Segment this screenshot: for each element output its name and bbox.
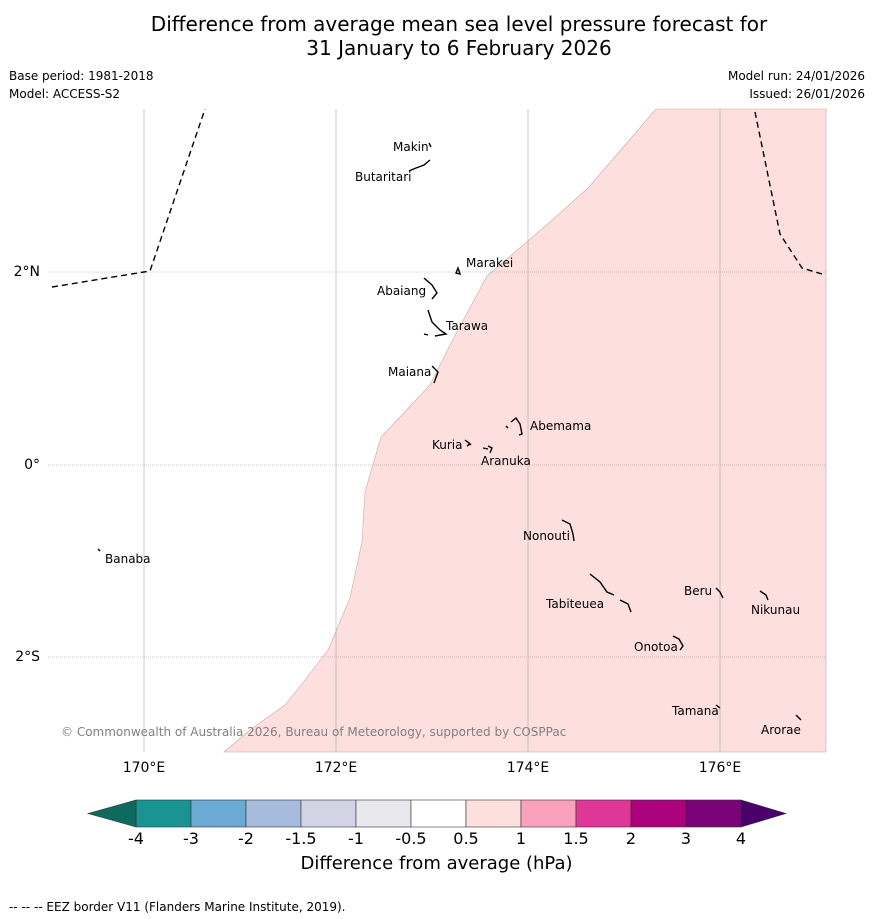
colorbar-label: Difference from average (hPa) (300, 853, 573, 874)
label-tamana: Tamana (671, 704, 719, 718)
colorbar-tick-label: 2 (625, 829, 637, 848)
colorbar (86, 799, 788, 828)
makin-outline (428, 142, 432, 148)
chart-title: Difference from average mean sea level p… (0, 12, 873, 60)
colorbar-bin-2 (190, 799, 247, 828)
colorbar-extend-high (740, 799, 788, 828)
label-abemama: Abemama (530, 419, 591, 433)
lat-label-2s: 2°S (15, 649, 40, 665)
colorbar-bin-11 (685, 799, 742, 828)
nonouti-outline (561, 519, 575, 542)
eez-border-east (754, 111, 823, 275)
tamana-outline (715, 704, 721, 709)
banaba-outline (97, 548, 101, 552)
marakei-outline (455, 265, 462, 275)
colorbar-tick-label: 3 (680, 829, 692, 848)
anomaly-region (223, 108, 827, 753)
colorbar-tick-label: 1 (515, 829, 527, 848)
base-period: Base period: 1981-2018 (9, 69, 154, 83)
label-arorae: Arorae (761, 723, 801, 737)
colorbar-bin-9 (575, 799, 632, 828)
lon-label-174e: 174°E (506, 760, 550, 776)
aranuka-outline (482, 445, 493, 454)
model-run: Model run: 24/01/2026 (727, 69, 865, 83)
colorbar-extend-low (86, 799, 137, 828)
colorbar-tick-label: -4 (128, 829, 144, 848)
model-name: Model: ACCESS-S2 (9, 87, 121, 101)
colorbar-bin-3 (245, 799, 302, 828)
lon-label-172e: 172°E (314, 760, 358, 776)
colorbar-bin-8 (520, 799, 577, 828)
lon-label-170e: 170°E (122, 760, 166, 776)
label-kuria: Kuria (432, 438, 463, 452)
label-beru: Beru (684, 584, 712, 598)
island-labels: Makin Butaritari Marakei Abaiang Tarawa … (105, 140, 801, 737)
label-marakei: Marakei (466, 256, 513, 270)
colorbar-tick-label: 4 (735, 829, 747, 848)
colorbar-tick-label: -1 (348, 829, 364, 848)
copyright-notice: © Commonwealth of Australia 2026, Bureau… (61, 725, 566, 739)
colorbar-bin-1 (135, 799, 192, 828)
colorbar-bin-6 (410, 799, 467, 828)
colorbar-tick-label: 0.5 (453, 829, 479, 848)
island-outlines (97, 142, 802, 721)
gridlines (48, 109, 826, 752)
label-nonouti: Nonouti (523, 529, 570, 543)
kuria-outline (464, 439, 472, 447)
colorbar-tick-label: -2 (238, 829, 254, 848)
label-tarawa: Tarawa (445, 319, 488, 333)
title-line-1: Difference from average mean sea level p… (150, 12, 768, 36)
beru-outline (715, 587, 724, 599)
eez-borders (51, 108, 823, 288)
eez-footnote: -- -- -- EEZ border V11 (Flanders Marine… (9, 900, 346, 914)
colorbar-bin-7 (465, 799, 522, 828)
label-banaba: Banaba (105, 552, 151, 566)
label-maiana: Maiana (388, 365, 431, 379)
label-abaiang: Abaiang (377, 284, 426, 298)
maiana-outline (431, 365, 439, 384)
title-line-2: 31 January to 6 February 2026 (306, 36, 612, 60)
colorbar-tick-label: 1.5 (563, 829, 589, 848)
issued-date: Issued: 26/01/2026 (749, 87, 865, 101)
colorbar-tick-label: -1.5 (285, 829, 317, 848)
colorbar-tick-label: -3 (183, 829, 199, 848)
label-butaritari: Butaritari (355, 170, 412, 184)
nikunau-outline (759, 590, 769, 601)
colorbar-bin-5 (355, 799, 412, 828)
abaiang-outline (423, 277, 438, 300)
arorae-outline (795, 714, 802, 721)
lat-label-2n: 2°N (13, 264, 40, 280)
eez-border-west (51, 108, 206, 288)
lat-label-equator: 0° (24, 457, 40, 473)
label-makin: Makin (393, 140, 429, 154)
onotoa-outline (672, 635, 684, 651)
tarawa-outline (423, 309, 448, 337)
abemama-outline (505, 416, 523, 436)
colorbar-bin-10 (630, 799, 687, 828)
label-nikunau: Nikunau (751, 603, 800, 617)
tabiteuea-outline (589, 573, 632, 613)
label-onotoa: Onotoa (634, 640, 678, 654)
colorbar-bin-4 (300, 799, 357, 828)
label-aranuka: Aranuka (481, 454, 531, 468)
lon-label-176e: 176°E (698, 760, 742, 776)
colorbar-tick-label: -0.5 (395, 829, 427, 848)
label-tabiteuea: Tabiteuea (545, 597, 604, 611)
butaritari-outline (408, 159, 431, 172)
